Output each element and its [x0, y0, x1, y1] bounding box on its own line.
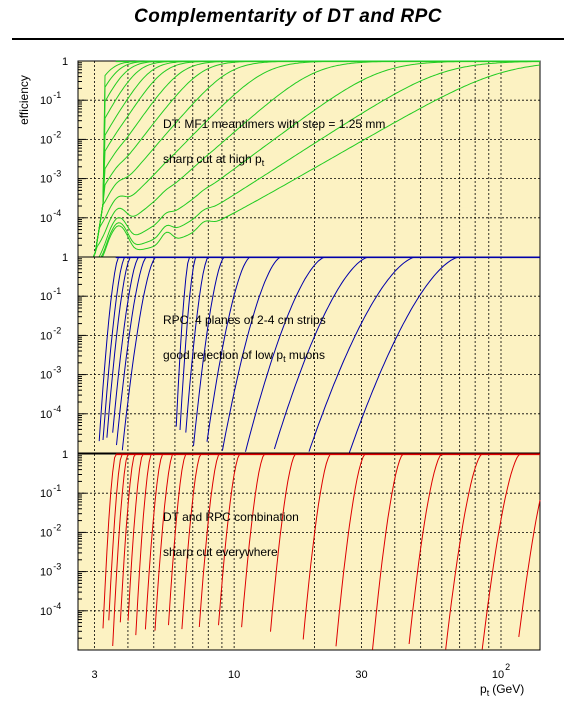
y-tick-label: 10-4 — [40, 208, 61, 225]
y-tick-labels: 1 10-1 10-2 10-3 10-4 1 10-1 10-2 10-3 10-4 1 10-1 1… — [40, 56, 68, 618]
combo-curve — [518, 499, 541, 637]
annotation-text: RPC: 4 planes of 2-4 cm strips — [163, 313, 326, 327]
y-axis-label: efficiency — [17, 75, 31, 125]
y-tick-label: 1 — [62, 56, 68, 68]
annotation-3-1: DT and RPC combination — [163, 510, 299, 524]
x-tick-label: 102 — [492, 662, 510, 681]
y-tick-label: 10-1 — [40, 90, 61, 107]
panel-2: RPC: 4 planes of 2-4 cm strips good rejec… — [77, 256, 541, 454]
x-tick-labels: 3 10 30 102 — [92, 662, 511, 681]
plot-area — [77, 60, 541, 258]
dt-curve — [78, 64, 541, 258]
dt-curve — [78, 60, 540, 258]
panels-group: DT: MF1 meantimers with step = 1.25 mm sh… — [77, 60, 541, 651]
y-tick-label: 10-3 — [40, 169, 61, 186]
plot-area — [77, 256, 541, 454]
y-tick-label: 1 — [62, 449, 68, 461]
annotation-after: muons — [286, 348, 325, 362]
annotation-sub: t — [283, 354, 286, 364]
annotation-sub: t — [262, 158, 265, 168]
panel-3: DT and RPC combination sharp cut everywhe… — [77, 453, 541, 651]
y-tick-label: 10-3 — [40, 365, 61, 382]
annotation-1-2: sharp cut at high pt — [163, 152, 265, 168]
annotation-text: sharp cut at high p — [163, 152, 262, 166]
y-tick-label: 10-2 — [40, 522, 61, 539]
title-rule — [12, 38, 564, 40]
annotation-text: sharp cut everywhere — [163, 545, 278, 559]
x-axis-label-main: p — [480, 682, 487, 696]
y-tick-label: 1 — [62, 252, 68, 264]
x-tick-label: 30 — [355, 669, 367, 681]
x-tick-label: 10 — [228, 669, 240, 681]
x-axis-label: pt (GeV) — [480, 682, 524, 698]
y-tick-label: 10-2 — [40, 129, 61, 146]
panel-1: DT: MF1 meantimers with step = 1.25 mm sh… — [77, 60, 541, 258]
x-axis-label-unit: (GeV) — [492, 682, 524, 696]
annotation-3-2: sharp cut everywhere — [163, 545, 278, 559]
chart-title: Complementarity of DT and RPC — [134, 6, 442, 27]
y-tick-label: 10-2 — [40, 325, 61, 342]
annotation-text: good rejection of low p — [163, 348, 283, 362]
annotation-text: DT: MF1 meantimers with step = 1.25 mm — [163, 117, 385, 131]
y-tick-label: 10-3 — [40, 562, 61, 579]
annotation-1-1: DT: MF1 meantimers with step = 1.25 mm — [163, 117, 385, 131]
y-tick-label: 10-1 — [40, 286, 61, 303]
annotation-2-1: RPC: 4 planes of 2-4 cm strips — [163, 313, 326, 327]
x-tick-label: 3 — [92, 669, 98, 681]
plot-area — [77, 453, 541, 651]
y-tick-label: 10-1 — [40, 483, 61, 500]
y-tick-label: 10-4 — [40, 601, 61, 618]
x-axis-label-sub: t — [487, 688, 490, 698]
annotation-text: DT and RPC combination — [163, 510, 299, 524]
annotation-2-2: good rejection of low pt muons — [163, 348, 325, 364]
y-tick-label: 10-4 — [40, 404, 61, 421]
